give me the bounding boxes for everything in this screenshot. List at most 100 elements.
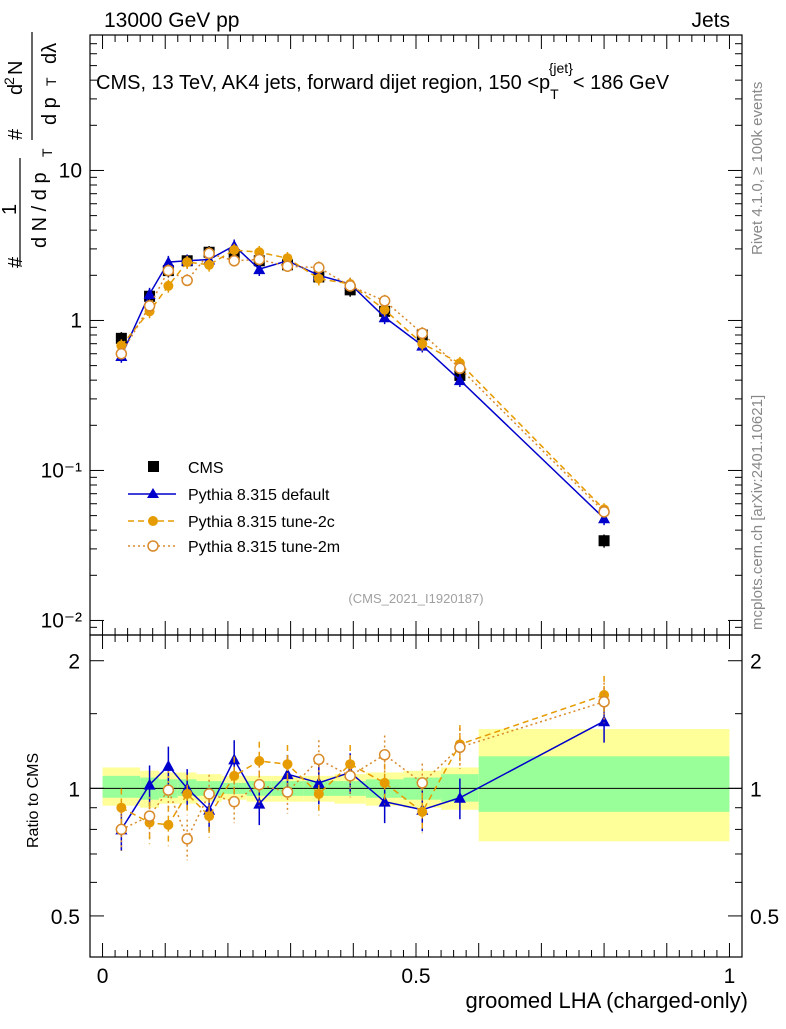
series-line <box>120 244 605 519</box>
data-point <box>253 253 266 266</box>
series-line <box>120 249 605 510</box>
svg-text:d p: d p <box>39 97 61 125</box>
x-tick-label: 0 <box>97 965 109 988</box>
legend-tune2m-label: Pythia 8.315 tune-2m <box>188 539 340 556</box>
ratio-y-tick-label-right: 0.5 <box>750 906 779 929</box>
data-point <box>182 788 193 799</box>
data-point <box>253 797 266 809</box>
data-point <box>379 304 390 315</box>
legend-cms-marker <box>148 461 159 472</box>
data-point <box>162 264 175 277</box>
data-point <box>416 777 429 789</box>
data-point <box>378 311 391 323</box>
data-point <box>313 788 324 799</box>
data-point <box>116 802 127 813</box>
data-point <box>282 759 293 770</box>
data-point <box>379 777 390 788</box>
data-point <box>203 788 215 800</box>
svg-text:N: N <box>5 61 27 75</box>
svg-text:2: 2 <box>1 77 17 85</box>
data-point <box>115 332 127 344</box>
data-point <box>143 300 156 312</box>
svg-text:dλ: dλ <box>39 43 61 64</box>
ratio-y-tick-label-right: 1 <box>750 778 762 801</box>
data-point <box>598 512 611 524</box>
data-point <box>345 759 356 770</box>
data-point <box>162 784 175 796</box>
svg-text:d N / d p: d N / d p <box>29 172 51 248</box>
y-tick-label: 10 <box>59 159 82 182</box>
data-point <box>162 256 175 268</box>
svg-text:d: d <box>5 84 27 95</box>
data-point <box>312 776 325 788</box>
legend-tune2c-marker <box>148 516 158 526</box>
header-right: Jets <box>691 9 730 32</box>
x-axis-label: groomed LHA (charged-only) <box>466 988 748 1013</box>
data-point <box>228 255 240 267</box>
data-point <box>229 770 240 781</box>
mcplots-label: mcplots.cern.ch [arXiv:2401.10621] <box>749 395 766 630</box>
rivet-label: Rivet 4.1.0, ≥ 100k events <box>749 82 766 255</box>
data-point <box>598 715 611 727</box>
series-line <box>121 701 605 841</box>
legend-cms-label: CMS <box>188 460 224 477</box>
data-point <box>228 795 240 808</box>
data-point <box>313 753 325 766</box>
data-point <box>378 295 391 307</box>
band-inner <box>102 775 141 798</box>
data-point <box>115 347 128 360</box>
svg-text:T: T <box>43 77 59 86</box>
ratio-y-tick-label: 1 <box>68 778 80 801</box>
data-point <box>416 327 429 340</box>
data-point <box>163 280 174 291</box>
legend-tune2c-label: Pythia 8.315 tune-2c <box>188 514 335 531</box>
data-point <box>143 778 156 790</box>
y-tick-label: 10⁻² <box>41 609 82 632</box>
data-point <box>143 288 156 300</box>
data-point <box>254 756 265 767</box>
svg-text:1: 1 <box>0 204 21 215</box>
band-inner <box>478 756 730 812</box>
top-y-axis-label: # 1 d N / d p T # d 2 N d p T dλ <box>0 32 61 268</box>
data-point <box>204 259 215 270</box>
svg-text:T: T <box>39 148 55 157</box>
data-point <box>281 786 294 798</box>
watermark: (CMS_2021_I1920187) <box>348 591 483 606</box>
data-series <box>115 239 611 861</box>
legend: CMS Pythia 8.315 default Pythia 8.315 tu… <box>128 460 340 556</box>
data-point <box>344 770 356 782</box>
ratio-y-tick-label: 2 <box>68 651 80 674</box>
data-point <box>313 261 325 274</box>
data-point <box>344 280 356 292</box>
data-point <box>453 791 466 803</box>
data-point <box>204 811 215 822</box>
data-point <box>598 506 610 518</box>
data-point <box>598 696 610 708</box>
data-point <box>454 741 466 753</box>
data-point <box>417 806 428 817</box>
data-point <box>229 244 240 255</box>
svg-text:#: # <box>5 256 27 268</box>
ratio-y-tick-label: 0.5 <box>51 906 80 929</box>
data-point <box>598 535 610 547</box>
data-point <box>253 778 266 791</box>
data-point <box>454 362 466 375</box>
data-point <box>181 274 193 287</box>
data-point <box>143 810 156 822</box>
y-tick-label: 10⁻¹ <box>41 459 82 482</box>
data-point <box>453 374 466 386</box>
header-left: 13000 GeV pp <box>104 9 239 32</box>
legend-default-marker <box>147 488 159 498</box>
data-point <box>162 759 175 771</box>
bottom-y-axis-label: Ratio to CMS <box>25 753 42 848</box>
y-tick-label: 1 <box>70 309 82 332</box>
x-tick-label: 0.5 <box>401 965 430 988</box>
svg-text:#: # <box>5 128 27 140</box>
data-point <box>378 749 391 761</box>
data-point <box>282 253 293 264</box>
ratio-bands <box>90 729 742 842</box>
data-point <box>417 338 428 349</box>
data-point <box>115 823 128 836</box>
data-point <box>378 795 391 807</box>
